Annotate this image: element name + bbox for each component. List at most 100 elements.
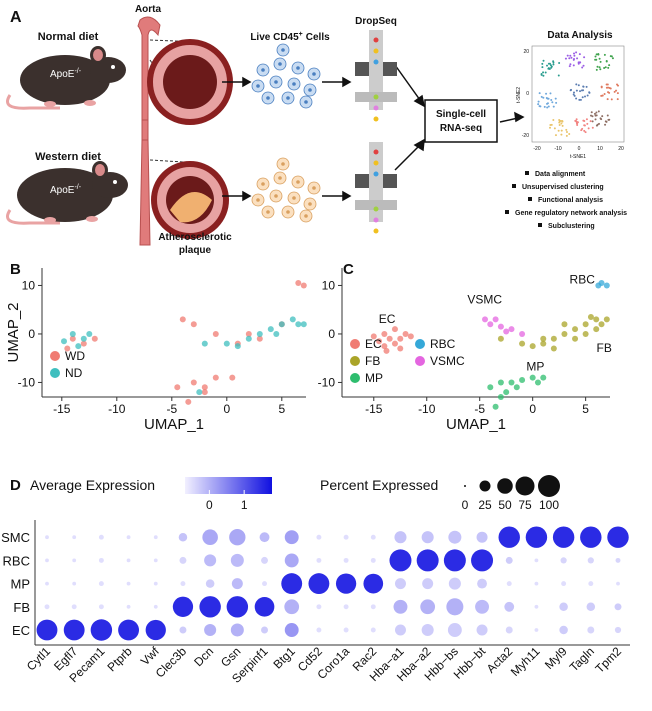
genotype-base: ApoE — [50, 185, 75, 196]
tsne-point — [573, 52, 576, 55]
x-tick-label: Myh11 — [508, 644, 543, 679]
dot — [580, 526, 602, 548]
tsne-point — [576, 123, 579, 126]
cluster-label: VSMC — [467, 292, 502, 306]
tsne-point — [582, 64, 585, 67]
dot — [370, 604, 376, 610]
tsne-tick: -10 — [554, 146, 561, 152]
panel-a: A Normal diet Western diet ApoE-/- ApoE-… — [6, 4, 627, 256]
dot — [505, 556, 513, 564]
size-legend-label: 75 — [518, 498, 532, 512]
legend-swatch — [415, 339, 425, 349]
size-legend-dot — [479, 480, 491, 492]
tsne-point — [555, 101, 558, 104]
tsne-point — [552, 63, 555, 66]
cluster-label: MP — [526, 360, 544, 374]
dot — [231, 578, 243, 590]
tsne-point — [566, 54, 569, 57]
dot — [614, 626, 622, 634]
cluster-label: EC — [379, 312, 396, 326]
size-legend-dot — [515, 476, 535, 496]
dot — [416, 549, 439, 572]
cluster-label: FB — [597, 341, 612, 355]
arrows — [222, 64, 525, 202]
tsne-point — [595, 114, 598, 117]
tsne-point — [552, 119, 555, 122]
tsne-point — [537, 100, 540, 103]
tsne-point — [607, 66, 610, 69]
cell-nucleus — [266, 210, 270, 214]
dot — [552, 526, 575, 548]
tsne-point — [539, 105, 542, 108]
tsne-point — [604, 123, 607, 126]
dot — [202, 529, 218, 545]
dot — [616, 581, 620, 586]
droplet — [373, 171, 379, 177]
point — [61, 338, 67, 345]
y-tick-label: 10 — [322, 278, 336, 292]
tsne-point — [569, 63, 572, 66]
droplet — [373, 228, 379, 234]
size-legend-dot — [464, 485, 466, 487]
dot — [126, 535, 131, 540]
cell-nucleus — [312, 72, 316, 76]
tsne-point — [549, 123, 552, 126]
droplet — [373, 149, 379, 155]
point — [572, 326, 579, 333]
point — [503, 389, 510, 396]
cell-nucleus — [274, 194, 278, 198]
point — [497, 394, 504, 400]
dot — [230, 553, 244, 567]
droplet — [373, 160, 379, 166]
dot — [90, 619, 113, 641]
dot — [394, 531, 407, 544]
point — [550, 335, 557, 342]
cell-nucleus — [308, 202, 312, 206]
tsne-point — [608, 91, 611, 94]
dot — [284, 599, 300, 615]
tsne-point — [575, 83, 578, 86]
x-axis-title: UMAP_1 — [144, 416, 204, 433]
point — [295, 321, 302, 328]
tsne-point — [608, 64, 611, 67]
tsne-xlabel: t-SNE1 — [570, 154, 586, 160]
tsne-point — [547, 67, 550, 70]
tsne-point — [565, 134, 568, 137]
x-tick-label: Clec3b — [153, 644, 190, 681]
tsne-point — [544, 71, 547, 74]
x-tick-label: Tpm2 — [593, 644, 625, 676]
tsne-point — [540, 95, 543, 98]
tsne-point — [552, 61, 555, 64]
point — [201, 384, 208, 391]
tsne-point — [569, 89, 572, 92]
dot — [259, 532, 270, 543]
step-bullet — [528, 197, 532, 201]
point — [185, 398, 192, 405]
dot — [561, 581, 567, 587]
tsne-point — [561, 124, 564, 127]
tsne-point — [599, 68, 602, 71]
dot — [525, 526, 548, 548]
dot — [179, 626, 187, 634]
dropseq-label: DropSeq — [355, 16, 397, 27]
point — [370, 333, 377, 340]
dot — [343, 557, 349, 563]
point — [75, 343, 82, 350]
step-bullet — [525, 171, 529, 175]
point — [80, 335, 87, 342]
point — [572, 335, 579, 342]
dot — [180, 581, 186, 587]
dot — [363, 573, 384, 594]
tsne-tick: -20 — [533, 146, 540, 152]
tsne-point — [564, 57, 567, 60]
plaque — [170, 192, 212, 223]
dot — [560, 557, 567, 564]
dot — [72, 558, 77, 563]
point — [582, 330, 589, 337]
cell-nucleus — [304, 214, 308, 218]
size-legend-label: 25 — [478, 498, 492, 512]
tsne-point — [599, 60, 602, 63]
tsne-point — [580, 89, 583, 92]
dot — [505, 626, 513, 634]
